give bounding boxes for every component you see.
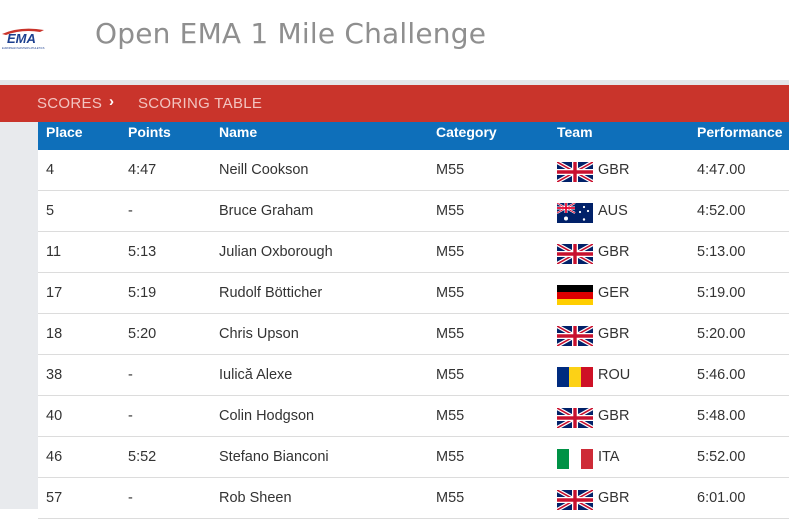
category-cell: M55 — [436, 162, 465, 178]
place-cell: 40 — [46, 408, 63, 424]
performance-cell: 4:47.00 — [697, 162, 746, 178]
athlete-name-link[interactable]: Rudolf Bötticher — [219, 285, 323, 301]
column-header-points[interactable]: Points — [128, 124, 171, 140]
ema-logo[interactable]: EMA EUROPEAN MASTERS ATHLETICS — [0, 22, 56, 52]
team-code: GBR — [598, 408, 630, 424]
points-cell: - — [128, 367, 133, 383]
breadcrumb-scoring-table-link[interactable]: SCORING TABLE — [138, 95, 263, 112]
category-cell: M55 — [436, 285, 465, 301]
points-cell: 5:20 — [128, 326, 157, 342]
table-row[interactable]: 38 - Iulică Alexe M55 5:46.00 ROU — [38, 355, 789, 396]
place-cell: 18 — [46, 326, 63, 342]
place-cell: 17 — [46, 285, 63, 301]
left-gutter — [0, 122, 38, 509]
category-cell: M55 — [436, 449, 465, 465]
table-body: 4 4:47 Neill Cookson M55 4:47.00 GBR 5 - Bruce G… — [38, 150, 789, 519]
category-cell: M55 — [436, 367, 465, 383]
points-cell: 5:19 — [128, 285, 157, 301]
place-cell: 38 — [46, 367, 63, 383]
gbr-flag-icon — [557, 490, 593, 510]
category-cell: M55 — [436, 490, 465, 506]
category-cell: M55 — [436, 408, 465, 424]
page-header: EMA EUROPEAN MASTERS ATHLETICS Open EMA … — [0, 0, 789, 80]
team-code: ITA — [598, 449, 620, 465]
category-cell: M55 — [436, 244, 465, 260]
table-row[interactable]: 5 - Bruce Graham M55 4:52.00 AUS — [38, 191, 789, 232]
performance-cell: 4:52.00 — [697, 203, 746, 219]
place-cell: 5 — [46, 203, 55, 219]
table-row[interactable]: 17 5:19 Rudolf Bötticher M55 5:19.00 GER — [38, 273, 789, 314]
place-cell: 57 — [46, 490, 63, 506]
category-cell: M55 — [436, 326, 465, 342]
results-table: Place Points Name Category Team Performa… — [38, 122, 789, 519]
team-code: GER — [598, 285, 630, 301]
athlete-name-link[interactable]: Julian Oxborough — [219, 244, 333, 260]
points-cell: - — [128, 203, 133, 219]
athlete-name-link[interactable]: Chris Upson — [219, 326, 299, 342]
points-cell: - — [128, 490, 133, 506]
table-row[interactable]: 57 - Rob Sheen M55 6:01.00 GBR — [38, 478, 789, 519]
ger-flag-icon — [557, 285, 593, 305]
team-code: GBR — [598, 162, 630, 178]
column-header-performance[interactable]: Performance — [697, 124, 783, 140]
athlete-name-link[interactable]: Iulică Alexe — [219, 367, 293, 383]
place-cell: 46 — [46, 449, 63, 465]
points-cell: 5:52 — [128, 449, 157, 465]
team-code: GBR — [598, 490, 630, 506]
header-divider — [0, 80, 789, 85]
performance-cell: 5:52.00 — [697, 449, 746, 465]
gbr-flag-icon — [557, 326, 593, 346]
breadcrumb: SCORES › SCORING TABLE — [0, 85, 789, 122]
performance-cell: 6:01.00 — [697, 490, 746, 506]
team-code: GBR — [598, 244, 630, 260]
team-code: ROU — [598, 367, 631, 383]
table-row[interactable]: 4 4:47 Neill Cookson M55 4:47.00 GBR — [38, 150, 789, 191]
performance-cell: 5:48.00 — [697, 408, 746, 424]
points-cell: 4:47 — [128, 162, 157, 178]
page-title: Open EMA 1 Mile Challenge — [95, 17, 487, 50]
svg-text:EUROPEAN MASTERS ATHLETICS: EUROPEAN MASTERS ATHLETICS — [2, 46, 45, 50]
table-row[interactable]: 18 5:20 Chris Upson M55 5:20.00 GBR — [38, 314, 789, 355]
performance-cell: 5:46.00 — [697, 367, 746, 383]
gbr-flag-icon — [557, 162, 593, 182]
ita-flag-icon — [557, 449, 593, 469]
athlete-name-link[interactable]: Colin Hodgson — [219, 408, 315, 424]
table-row[interactable]: 11 5:13 Julian Oxborough M55 5:13.00 GBR — [38, 232, 789, 273]
performance-cell: 5:13.00 — [697, 244, 746, 260]
gbr-flag-icon — [557, 408, 593, 428]
category-cell: M55 — [436, 203, 465, 219]
column-header-category[interactable]: Category — [436, 124, 497, 140]
column-header-name[interactable]: Name — [219, 124, 258, 140]
place-cell: 4 — [46, 162, 55, 178]
athlete-name-link[interactable]: Bruce Graham — [219, 203, 314, 219]
column-header-place[interactable]: Place — [46, 124, 83, 140]
breadcrumb-scores-link[interactable]: SCORES — [37, 95, 103, 112]
svg-text:EMA: EMA — [7, 31, 36, 46]
team-code: AUS — [598, 203, 628, 219]
points-cell: - — [128, 408, 133, 424]
table-row[interactable]: 46 5:52 Stefano Bianconi M55 5:52.00 ITA — [38, 437, 789, 478]
athlete-name-link[interactable]: Stefano Bianconi — [219, 449, 329, 465]
chevron-right-icon: › — [109, 93, 114, 110]
points-cell: 5:13 — [128, 244, 157, 260]
performance-cell: 5:20.00 — [697, 326, 746, 342]
aus-flag-icon — [557, 203, 593, 223]
athlete-name-link[interactable]: Rob Sheen — [219, 490, 292, 506]
athlete-name-link[interactable]: Neill Cookson — [219, 162, 309, 178]
column-header-team[interactable]: Team — [557, 124, 593, 140]
performance-cell: 5:19.00 — [697, 285, 746, 301]
rou-flag-icon — [557, 367, 593, 387]
gbr-flag-icon — [557, 244, 593, 264]
table-header: Place Points Name Category Team Performa… — [38, 122, 789, 150]
team-code: GBR — [598, 326, 630, 342]
table-row[interactable]: 40 - Colin Hodgson M55 5:48.00 GBR — [38, 396, 789, 437]
place-cell: 11 — [46, 244, 62, 260]
